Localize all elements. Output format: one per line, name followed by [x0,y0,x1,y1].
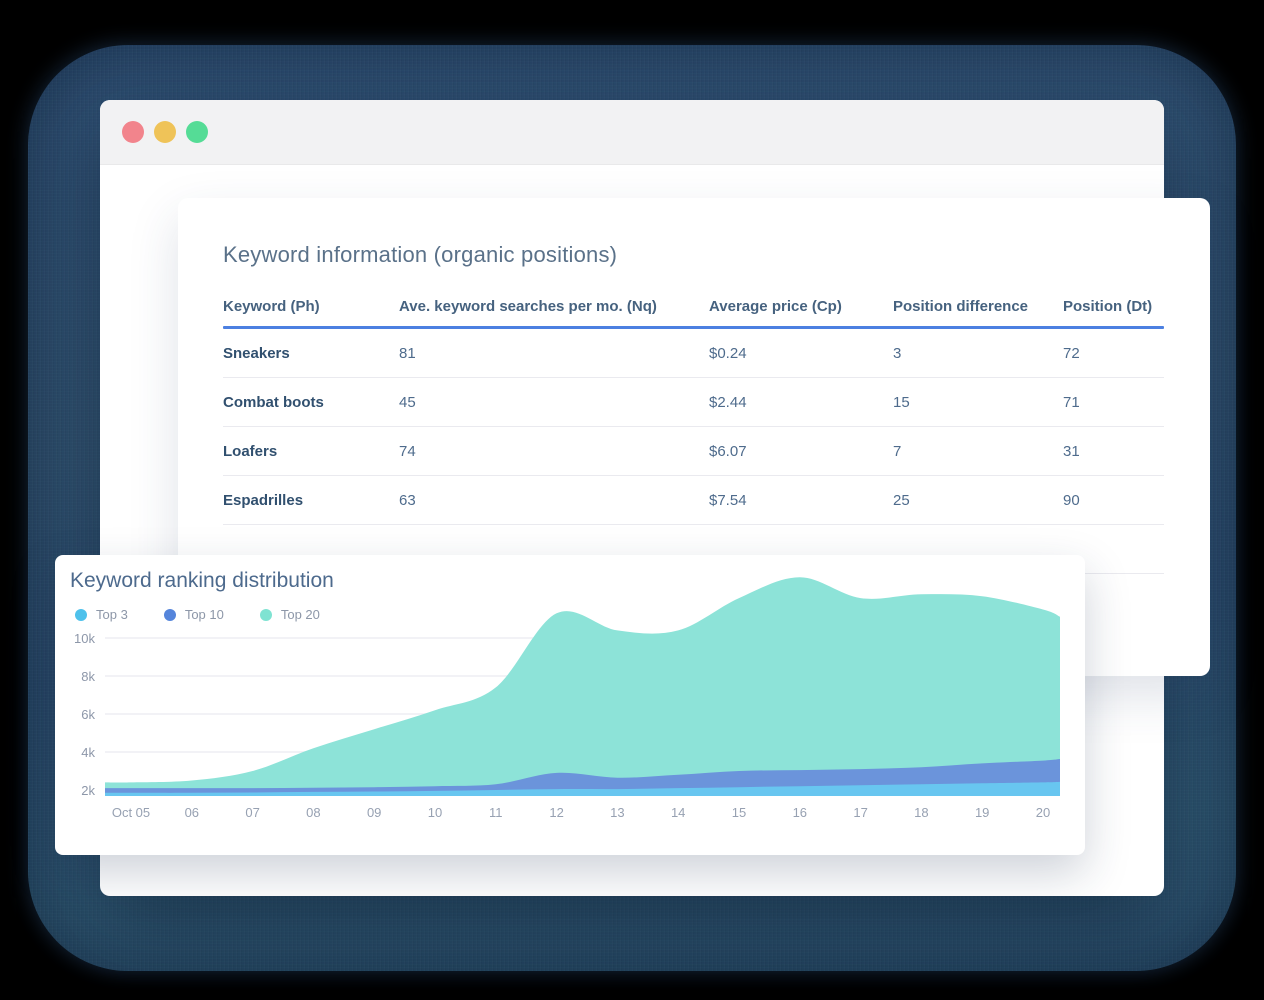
legend-item[interactable]: Top 3 [75,607,128,622]
value-cell: 45 [399,393,416,411]
legend-dot-icon [259,608,272,621]
y-axis-tick-label: 2k [81,783,95,798]
x-axis-tick-label: 19 [975,805,989,820]
minimize-window-button[interactable] [154,121,176,143]
x-axis-labels: Oct 05 06 07 08 09 10 11 12 13 14 15 16 17 18 19 20 [112,805,1050,820]
keyword-cell: Espadrilles [223,491,304,509]
x-axis-tick-label: 07 [245,805,259,820]
value-cell: $0.24 [709,344,747,362]
table-header-row: Keyword (Ph) Ave. keyword searches per mo… [223,298,1164,315]
value-cell: 3 [893,344,902,362]
y-axis-tick-label: 4k [81,745,95,760]
x-axis-tick-label: 06 [185,805,199,820]
table-row: Sneakers 81 $0.24 3 72 [223,329,1164,378]
y-axis-tick-label: 10k [74,631,95,646]
column-header: Keyword (Ph) [223,298,320,315]
window-titlebar [100,100,1164,165]
table-row: Espadrilles 63 $7.54 25 90 [223,476,1164,525]
x-axis-tick-label: 09 [367,805,381,820]
area-series-top-3 [105,781,1060,796]
value-cell: 63 [399,491,416,509]
column-header: Position (Dt) [1063,298,1153,315]
x-axis-tick-label: 18 [914,805,928,820]
ranking-area-chart: 2k 4k 6k 8k 10k Oct 05 06 07 08 09 10 11 12 13 14 15 16 1… [74,577,1060,820]
zoom-window-button[interactable] [186,121,208,143]
y-axis-tick-label: 6k [81,707,95,722]
x-axis-tick-label: 08 [306,805,320,820]
value-cell: 72 [1063,344,1080,362]
x-axis-tick-label: Oct 05 [112,805,150,820]
legend-item[interactable]: Top 20 [259,607,320,622]
table-row: Loafers 74 $6.07 7 31 [223,427,1164,476]
x-axis-tick-label: 10 [428,805,442,820]
value-cell: 7 [893,442,902,460]
value-cell: 90 [1063,491,1080,509]
legend-label: Top 10 [184,607,224,622]
value-cell: $2.44 [709,393,747,411]
legend-item[interactable]: Top 10 [163,607,224,622]
x-axis-tick-label: 15 [732,805,746,820]
value-cell: 71 [1063,393,1080,411]
keyword-cell: Sneakers [223,344,290,362]
legend-label: Top 3 [96,607,128,622]
keyword-cell: Combat boots [223,393,324,411]
keyword-cell: Loafers [223,442,278,460]
table-header-underline [223,326,1164,329]
x-axis-tick-label: 12 [549,805,563,820]
keyword-info-title: Keyword information (organic positions) [223,242,618,267]
value-cell: 74 [399,442,416,460]
column-header: Ave. keyword searches per mo. (Nq) [399,298,657,315]
legend-label: Top 20 [280,607,320,622]
y-axis-tick-label: 8k [81,669,95,684]
legend-dot-icon [75,608,87,621]
x-axis-tick-label: 13 [610,805,624,820]
close-window-button[interactable] [122,121,144,143]
x-axis-tick-label: 17 [853,805,867,820]
value-cell: 15 [893,393,910,411]
chart-areas [105,577,1060,796]
x-axis-tick-label: 11 [489,805,503,820]
value-cell: $6.07 [709,442,747,460]
area-series-top-20 [105,577,1060,796]
value-cell: 81 [399,344,416,362]
column-header: Position difference [893,298,1029,315]
chart-legend: Top 3 Top 10 Top 20 [75,607,320,622]
column-header: Average price (Cp) [709,298,842,315]
ranking-chart-card: Keyword ranking distribution Top 3 Top 10… [55,555,1085,855]
legend-dot-icon [163,608,176,621]
ranking-chart-title: Keyword ranking distribution [70,569,334,592]
x-axis-tick-label: 20 [1036,805,1050,820]
table-body: Sneakers 81 $0.24 3 72 Combat boots 45 $2.44 15 7… [223,329,1164,574]
value-cell: 31 [1063,442,1080,460]
x-axis-tick-label: 16 [793,805,807,820]
x-axis-tick-label: 14 [671,805,685,820]
value-cell: $7.54 [709,491,747,509]
table-row: Combat boots 45 $2.44 15 71 [223,378,1164,427]
value-cell: 25 [893,491,910,509]
